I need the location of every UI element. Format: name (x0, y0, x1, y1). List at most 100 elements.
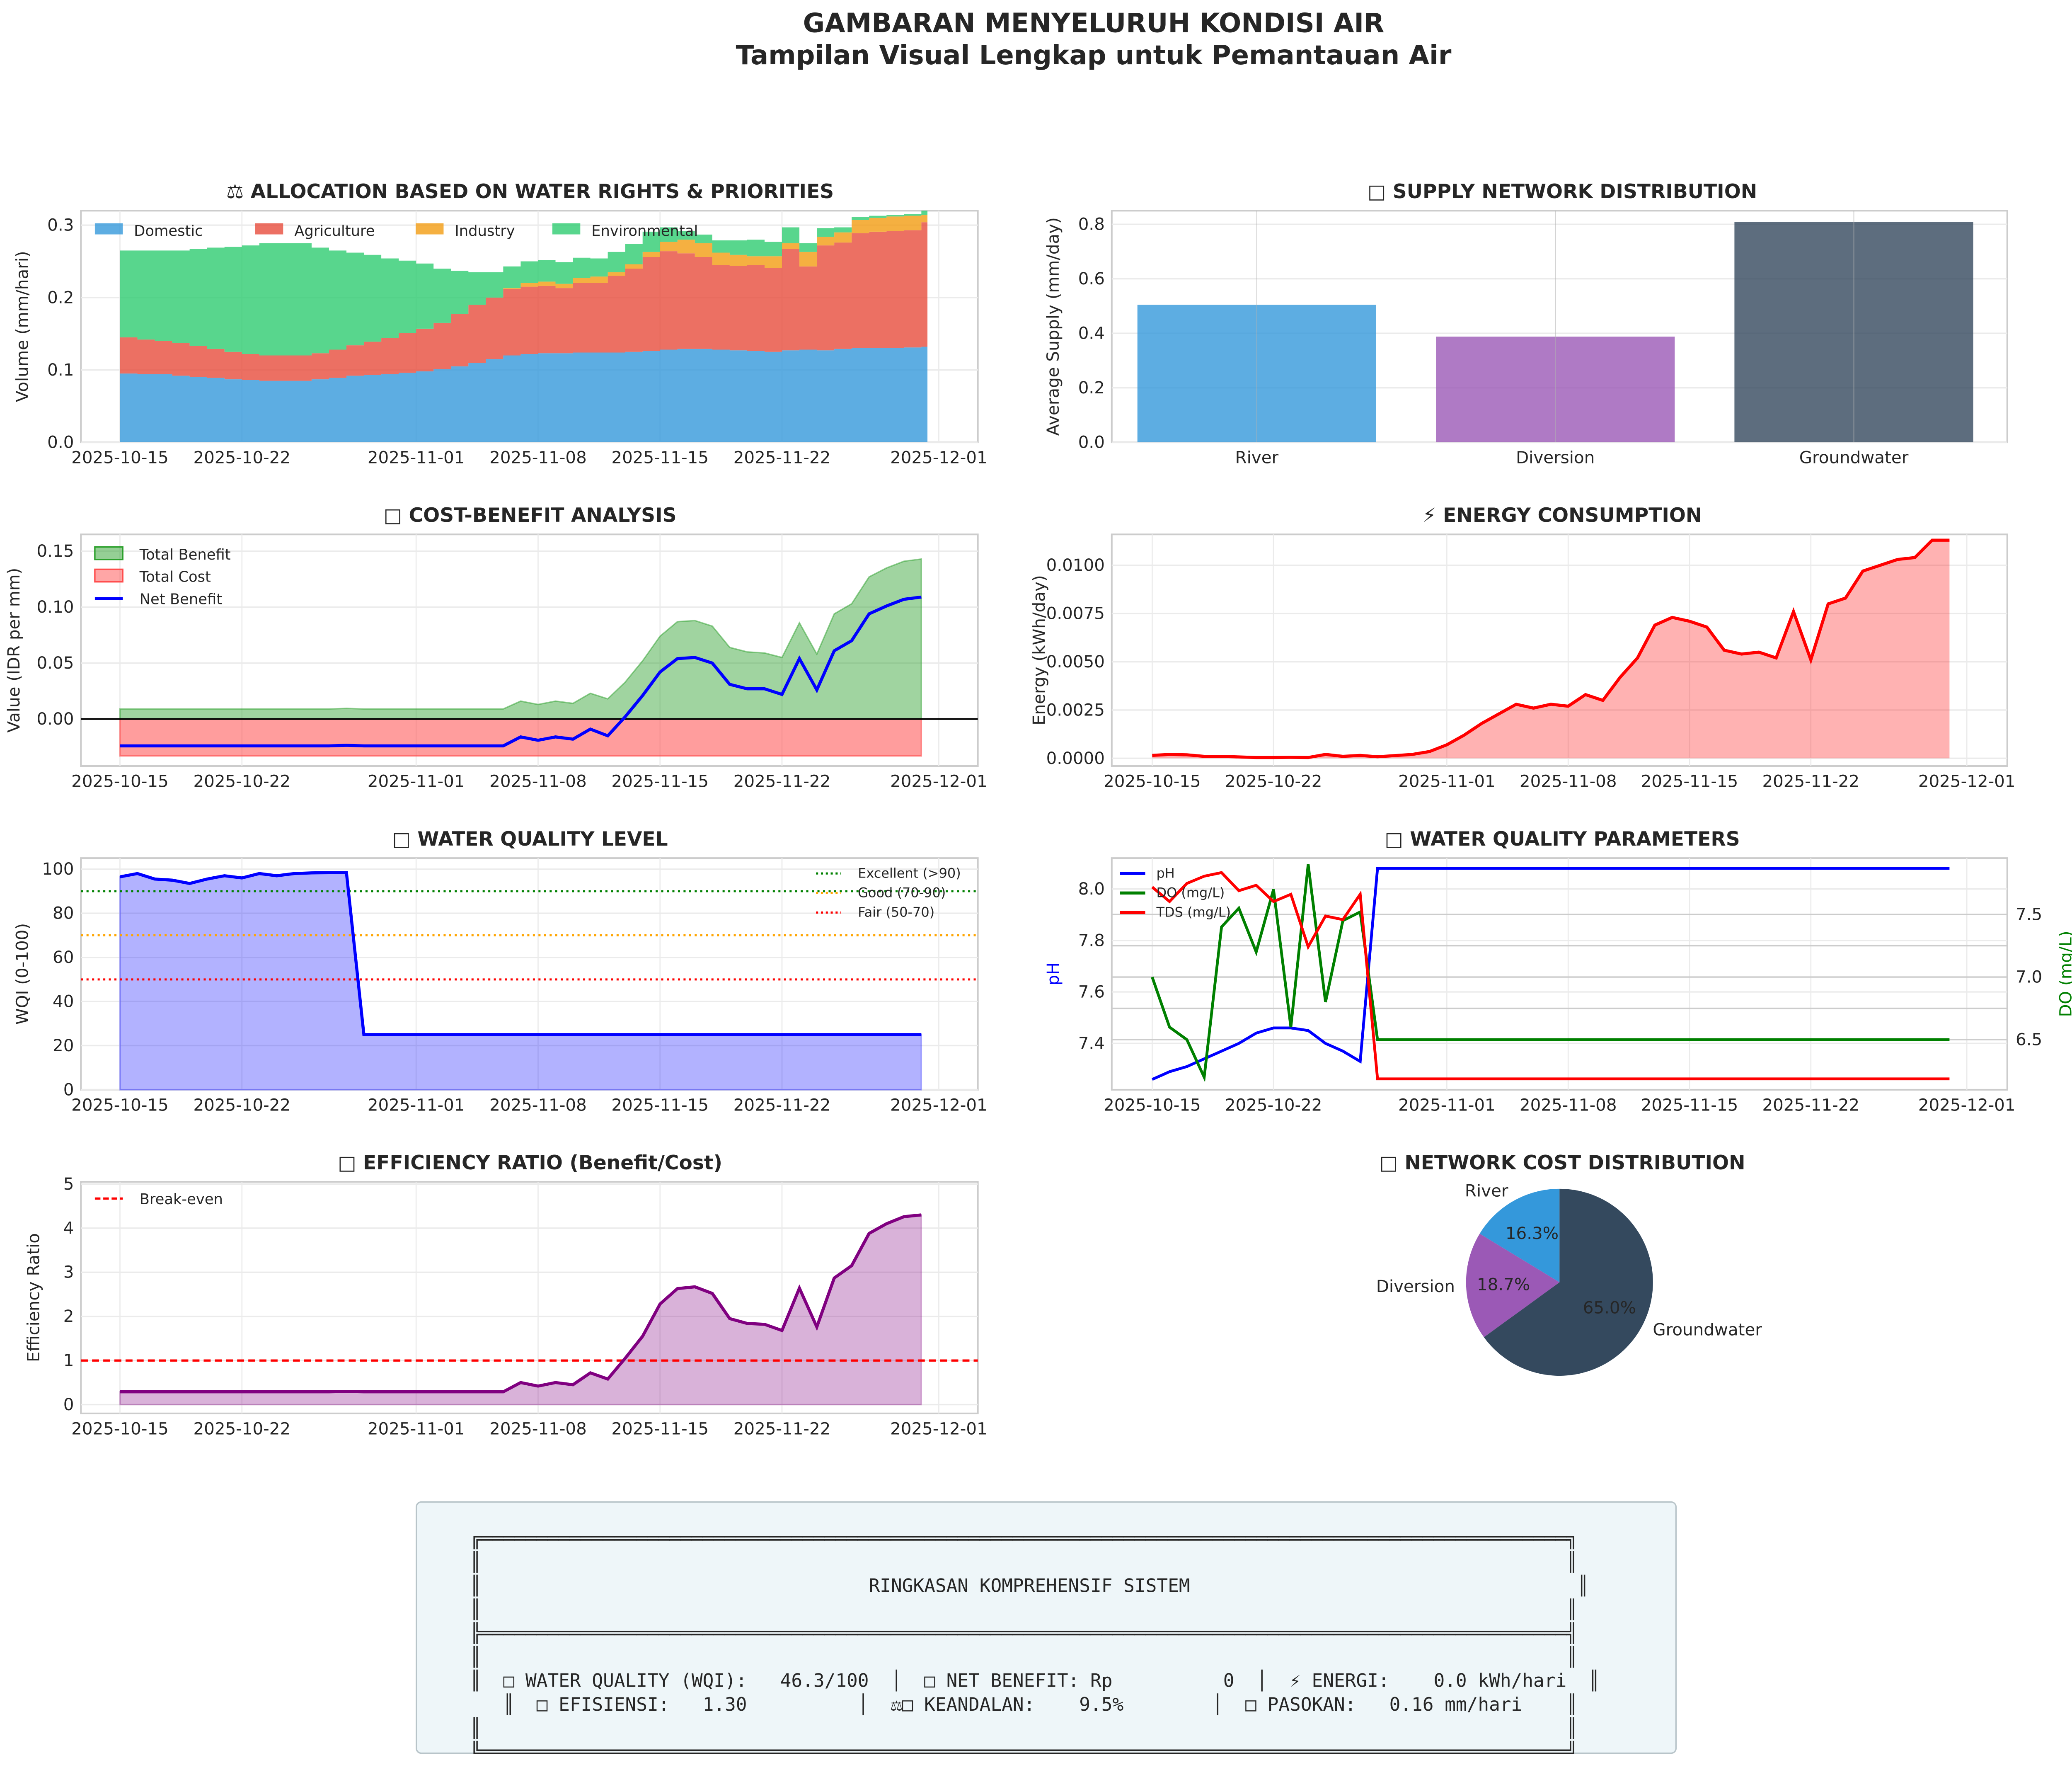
x-tick-label: 2025-11-15 (1641, 1095, 1738, 1115)
y-axis-label: Volume (mm/hari) (12, 251, 32, 402)
allocation-chart-panel: ⚖ ALLOCATION BASED ON WATER RIGHTS & PRI… (0, 176, 1060, 483)
pie-category-label: River (1465, 1181, 1508, 1201)
legend-label: Industry (455, 223, 515, 240)
chart-title: □ SUPPLY NETWORK DISTRIBUTION (1367, 181, 1757, 204)
pie-value-label: 65.0% (1583, 1298, 1636, 1317)
y-tick-label: 8.0 (1078, 879, 1105, 899)
y-tick-label: 0 (63, 1080, 74, 1099)
chart-svg: 2025-10-15 2025-10-22 2025-11-01 2025-11-08… (24, 1174, 987, 1438)
y-tick-label: 5 (63, 1174, 74, 1194)
y-tick-label: 0.2 (47, 288, 74, 307)
legend-swatch (552, 223, 581, 235)
x-tick-label: Diversion (1516, 448, 1595, 468)
y-tick-label: 0.0 (47, 433, 74, 452)
y-tick-label: 4 (63, 1218, 74, 1238)
legend-label: Total Cost (139, 569, 211, 586)
y-tick-label: 0.05 (36, 653, 74, 673)
y-axis-label: pH (1043, 963, 1063, 986)
stack-area-domestic (120, 347, 928, 443)
x-tick-label: 2025-10-15 (71, 1419, 169, 1438)
x-tick-label: 2025-11-15 (611, 448, 709, 468)
summary-panel: ╔═══════════════════════════════════════… (416, 1501, 1677, 1764)
y-tick-label: 0.3 (47, 216, 74, 235)
x-tick-label: 2025-10-22 (193, 1095, 290, 1115)
chart-svg: 2025-10-15 2025-10-22 2025-11-01 2025-11-08… (1043, 857, 2072, 1115)
summary-top-border: ╔═══════════════════════════════════════… (470, 1529, 1578, 1550)
y-tick-label: 0.15 (36, 541, 74, 561)
chart-title: ⚖ ALLOCATION BASED ON WATER RIGHTS & PRI… (226, 181, 834, 204)
chart-svg: 2025-10-15 2025-10-22 2025-11-01 2025-11-08… (1029, 533, 2016, 791)
energy-line (1152, 538, 1950, 759)
legend-label: Excellent (>90) (858, 865, 961, 881)
series-line (1151, 864, 1950, 1083)
x-tick-label: 2025-11-01 (368, 771, 465, 791)
stack-area-agriculture (120, 222, 928, 381)
summary-divider: ╠═══════════════════════════════════════… (470, 1624, 1578, 1645)
x-tick-label: 2025-10-22 (193, 771, 290, 791)
wqi-chart-panel: □ WATER QUALITY LEVEL 2025-10-15 2025-10-2… (0, 823, 1060, 1130)
energy-chart-panel: ⚡ ENERGY CONSUMPTION 2025-10-15 2025-10-22… (1029, 499, 2072, 807)
chart-svg: 2025-10-15 2025-10-22 2025-11-01 2025-11-08… (12, 210, 988, 468)
legend-label: Environmental (591, 223, 698, 240)
pie-slice-diversion (1466, 1234, 1560, 1338)
series-line (1151, 871, 1950, 1081)
series-line (1152, 867, 1950, 1081)
pie-slice-groundwater (1484, 1188, 1653, 1376)
legend-label: Net Benefit (140, 591, 222, 608)
summary-blank-line: ║ ║ (470, 1719, 1578, 1740)
legend-label: Agriculture (294, 223, 375, 240)
x-tick-label: 2025-11-08 (489, 1095, 587, 1115)
y-tick-label: 0.0000 (1046, 749, 1105, 768)
x-tick-label: 2025-12-01 (890, 771, 988, 791)
y-axis-label: Energy (kWh/day) (1029, 575, 1049, 725)
y-tick-label: 0.00 (36, 709, 74, 729)
legend-swatch (255, 223, 283, 235)
summary-title-line: ║ RINGKASAN KOMPREHENSIF SISTEM ║ (470, 1576, 1589, 1598)
y-tick-label: 0.1 (47, 360, 74, 380)
x-tick-label: 2025-11-08 (1520, 771, 1617, 791)
plot-area (80, 857, 979, 1091)
energy-area (1152, 540, 1950, 759)
y-axis-label: Efficiency Ratio (24, 1233, 43, 1362)
efficiency-line (120, 1213, 922, 1394)
legend-label: Total Benefit (139, 546, 231, 563)
wqi-line (119, 871, 922, 1036)
pie-value-label: 18.7% (1477, 1275, 1530, 1294)
x-tick-label: 2025-11-22 (733, 771, 831, 791)
x-tick-label: 2025-11-15 (611, 771, 709, 791)
y-tick-label: 20 (53, 1036, 74, 1055)
y-tick-label: 0.0050 (1046, 652, 1105, 672)
x-tick-label: 2025-10-22 (193, 1419, 290, 1438)
chart-title: □ WATER QUALITY LEVEL (392, 829, 668, 851)
x-tick-label: 2025-10-15 (71, 1095, 169, 1115)
summary-blank-line: ║ ║ (470, 1600, 1578, 1622)
chart-svg: 2025-10-15 2025-10-22 2025-11-01 2025-11-08… (4, 533, 988, 791)
total-benefit-area (119, 558, 922, 720)
plot-area (1111, 533, 2008, 767)
y-tick-label: 100 (42, 859, 74, 879)
legend-label: Domestic (134, 223, 203, 240)
x-tick-label: 2025-11-08 (1520, 1095, 1617, 1115)
x-tick-label: 2025-10-22 (193, 448, 290, 468)
x-tick-label: 2025-10-15 (1104, 1095, 1201, 1115)
y-tick-label: 60 (53, 948, 74, 967)
supply-chart-panel: □ SUPPLY NETWORK DISTRIBUTION 0.0 0.2 0.4 0.… (1032, 176, 2072, 483)
legend-swatch (94, 568, 123, 583)
x-tick-label: 2025-12-01 (1918, 1095, 2016, 1115)
page-title: GAMBARAN MENYELURUH KONDISI AIR (803, 8, 1385, 39)
summary-metrics-line-2: ║ □ EFISIENSI: 1.30 │ ⚖□ KEANDALAN: 9.5%… (470, 1695, 1578, 1717)
chart-svg: 2025-10-15 2025-10-22 2025-11-01 2025-11-08… (12, 857, 988, 1115)
efficiency-chart-panel: □ EFFICIENCY RATIO (Benefit/Cost) 2025-10… (0, 1147, 1060, 1454)
pie-category-label: Groundwater (1653, 1320, 1762, 1340)
x-tick-label: 2025-12-01 (890, 1095, 988, 1115)
x-tick-label: 2025-11-08 (489, 1419, 587, 1438)
chart-title: □ EFFICIENCY RATIO (Benefit/Cost) (338, 1152, 723, 1175)
y-tick-label: 0.0100 (1046, 555, 1105, 575)
y-tick-label: 2 (63, 1307, 74, 1326)
legend-label: DO (mg/L) (1156, 885, 1225, 900)
y-tick-label: 0 (63, 1395, 74, 1414)
plot-area (1111, 857, 2008, 1091)
x-tick-label: 2025-12-01 (1918, 771, 2016, 791)
chart-title: □ WATER QUALITY PARAMETERS (1385, 829, 1740, 851)
stack-area-industry (120, 215, 928, 356)
